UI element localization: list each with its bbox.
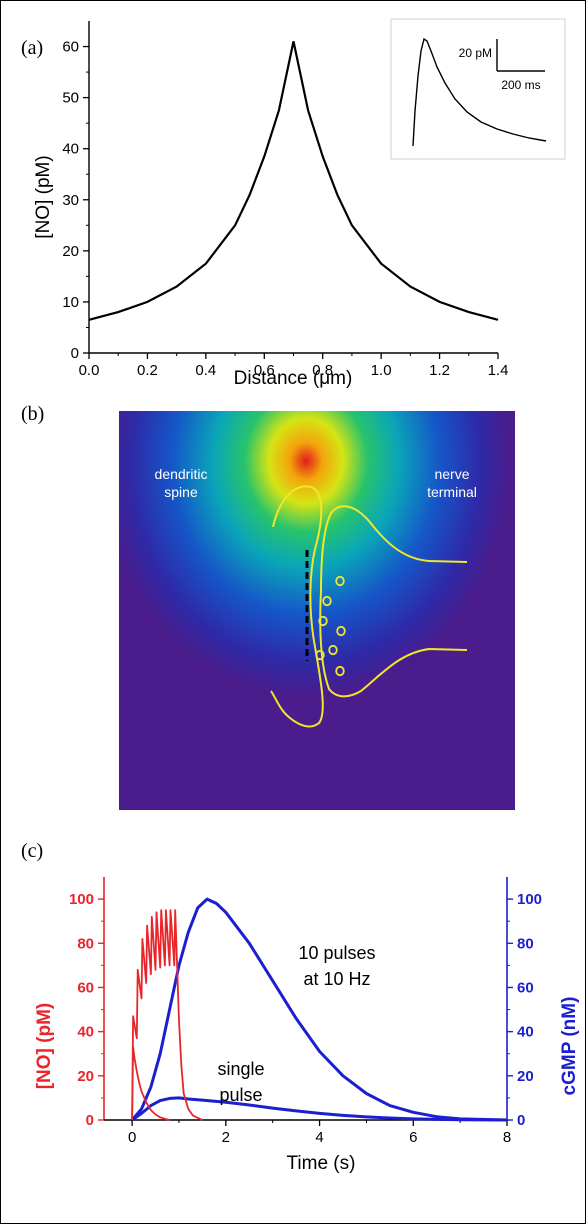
panel-a-ytick-label: 50 [62, 90, 79, 107]
no-concentration-field [119, 411, 515, 810]
panel-c-xtick-label: 0 [128, 1129, 136, 1146]
panel-c-ylabel-left: [NO] (pM) [34, 1003, 55, 1090]
panel-c-ylabel-right: cGMP (nM) [559, 997, 580, 1096]
panel-a-xtick-label: 0.4 [195, 362, 216, 379]
panel-c-xtick-label: 8 [503, 1129, 511, 1146]
panel-a-no-curve [88, 41, 499, 321]
panel-c-xlabel: Time (s) [287, 1153, 356, 1174]
inset-scale-x-label: 200 ms [501, 78, 540, 92]
dendritic-spine-label-1: dendritic [155, 466, 208, 482]
vesicle [322, 595, 332, 607]
panel-a-xtick-label: 0.6 [254, 362, 275, 379]
inset-trace [412, 37, 547, 147]
annotation-single-pulse-line1: single [217, 1059, 264, 1079]
no-10-pulses-curve [131, 909, 203, 1121]
annotation-single-pulse-line2: pulse [219, 1085, 262, 1105]
panel-c-xtick-label: 2 [222, 1129, 230, 1146]
panel-b-label: (b) [21, 403, 44, 425]
panel-c-right-tick-label: 40 [517, 1024, 534, 1041]
panel-c-right-tick-label: 60 [517, 979, 534, 996]
panel-c-label: (c) [21, 840, 43, 862]
vesicle [328, 644, 338, 656]
inset-frame [390, 18, 566, 160]
panel-c-ticks: 0 20 40 60 80 100 0 20 40 60 80 100 0 2 4 6 8 [69, 891, 542, 1146]
panel-a-xtick-label: 1.4 [488, 362, 509, 379]
panel-c-left-tick-label: 20 [77, 1068, 94, 1085]
panel-a: (a) 0 10 20 30 40 50 60 0.0 0.2 0.4 0.6 0.8 1.0 1.2 1.… [21, 18, 566, 389]
vesicle [336, 625, 346, 637]
panel-c-left-tick-label: 40 [77, 1024, 94, 1041]
panel-c-left-tick-label: 100 [69, 891, 94, 908]
vesicle [318, 615, 328, 627]
dendritic-spine-label-2: spine [164, 484, 198, 500]
panel-a-ytick-label: 40 [62, 141, 79, 158]
panel-a-ytick-label: 20 [62, 243, 79, 260]
panel-a-xtick-label: 1.2 [429, 362, 450, 379]
panel-c-xtick-label: 6 [409, 1129, 417, 1146]
panel-a-ytick-label: 60 [62, 39, 79, 56]
terminal-membrane [319, 505, 468, 698]
annotation-10-pulses-line2: at 10 Hz [303, 969, 370, 989]
spine-membrane [270, 485, 324, 728]
panel-c-right-tick-label: 0 [517, 1112, 525, 1129]
vesicle [335, 665, 345, 677]
panel-c-series [130, 897, 508, 1122]
panel-c: (c) 0 20 40 60 80 100 0 20 40 60 80 100 0 2 4 6 8 Time (… [21, 840, 580, 1174]
vesicle [315, 649, 325, 661]
panel-a-ytick-label: 30 [62, 192, 79, 209]
panel-a-ytick-label: 0 [71, 345, 79, 362]
vesicle [335, 575, 345, 587]
panel-a-ytick-label: 10 [62, 294, 79, 311]
panel-a-xtick-label: 0.2 [137, 362, 158, 379]
panel-b: (b) dendritic spine nerve terminal [21, 403, 515, 810]
panel-a-xtick-label: 0.8 [312, 362, 333, 379]
panel-a-label: (a) [21, 37, 43, 59]
panel-a-ticks: 0 10 20 30 40 50 60 0.0 0.2 0.4 0.6 0.8 1.0 1.2 1.4 [62, 39, 508, 379]
cgmp-10-pulses-curve [130, 897, 508, 1122]
inset-scale-y-label: 20 pM [459, 46, 492, 60]
annotation-10-pulses-line1: 10 pulses [298, 943, 375, 963]
nerve-terminal-label-1: nerve [434, 466, 469, 482]
panel-a-xlabel: Distance (μm) [234, 368, 353, 389]
no-single-pulse-curve [131, 1046, 170, 1121]
panel-a-inset: 20 pM 200 ms [390, 18, 566, 160]
panel-c-axes [103, 877, 508, 1121]
panel-c-right-tick-label: 100 [517, 891, 542, 908]
panel-c-right-tick-label: 20 [517, 1068, 534, 1085]
panel-c-left-tick-label: 60 [77, 979, 94, 996]
panel-a-ylabel: [NO] (pM) [33, 155, 54, 238]
panel-c-left-tick-label: 0 [86, 1112, 94, 1129]
panel-c-xtick-label: 4 [315, 1129, 323, 1146]
cgmp-single-pulse-curve [131, 1096, 508, 1122]
panel-c-left-tick-label: 80 [77, 935, 94, 952]
synaptic-vesicles [315, 575, 346, 677]
panel-a-xtick-label: 1.0 [371, 362, 392, 379]
panel-a-xtick-label: 0.0 [79, 362, 100, 379]
nerve-terminal-label-2: terminal [427, 484, 477, 500]
panel-c-right-tick-label: 80 [517, 935, 534, 952]
